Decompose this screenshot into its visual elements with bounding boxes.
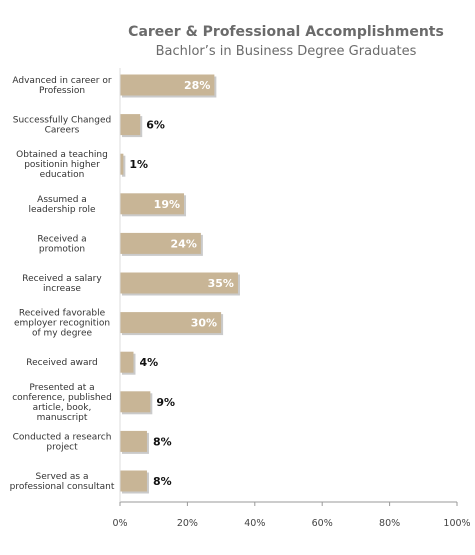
bars-group [120, 74, 240, 494]
x-tick-label: 40% [244, 518, 265, 529]
category-label-line: Profession [39, 86, 85, 96]
category-label-line: leadership role [28, 205, 95, 215]
value-label: 19% [154, 198, 180, 211]
bar [120, 193, 185, 215]
bar [120, 114, 141, 136]
category-label-line: Served as a [36, 472, 89, 482]
category-label-line: increase [43, 284, 81, 294]
value-label: 35% [208, 277, 234, 290]
category-label-line: Received a salary [22, 274, 102, 284]
value-label: 8% [153, 435, 172, 448]
value-label: 24% [171, 237, 197, 250]
chart-subtitle: Bachlor’s in Business Degree Graduates [156, 44, 417, 59]
category-label: Successfully Changed Careers [13, 116, 111, 136]
bar [120, 74, 215, 96]
category-label-line: Advanced in career or [12, 76, 111, 86]
category-label-line: Conducted a research [13, 432, 112, 442]
category-label-line: promotion [39, 244, 85, 254]
category-label-line: education [40, 170, 85, 180]
bar [120, 470, 147, 492]
category-label: Assumed a leadership role [28, 195, 95, 215]
category-label-line: Received favorable [19, 309, 106, 319]
category-label-line: Assumed a [37, 195, 87, 205]
value-label: 4% [139, 356, 158, 369]
bar [120, 272, 238, 294]
category-label: Conducted a research project [13, 432, 112, 452]
bar-shadow [122, 155, 126, 177]
x-tick-label: 80% [379, 518, 400, 529]
category-label-line: employer recognition [14, 319, 110, 329]
category-label-line: Received award [26, 358, 97, 368]
category-label-line: Received a [37, 234, 86, 244]
bar [120, 351, 134, 373]
bar [120, 430, 147, 452]
bar [120, 153, 124, 175]
bar [120, 312, 222, 334]
value-label: 9% [156, 396, 175, 409]
category-label-line: positionin higher [24, 160, 100, 170]
bar [120, 232, 201, 254]
category-label: Presented at a conference, published artic… [12, 383, 112, 423]
category-label-line: Successfully Changed [13, 116, 111, 126]
value-label: 6% [146, 119, 165, 132]
category-label-line: professional consultant [10, 482, 115, 492]
category-label-line: of my degree [32, 329, 92, 339]
category-label: Advanced in career or Profession [12, 76, 111, 96]
category-labels-group: Advanced in career or Profession Successfu… [10, 76, 115, 492]
x-axis: 0% 20% 40% 60% 80% 100% [112, 68, 471, 529]
category-label: Received a salary increase [22, 274, 102, 294]
category-label: Received favorable employer recognition of… [14, 309, 110, 339]
bar [120, 391, 151, 413]
x-tick-label: 100% [443, 518, 470, 529]
category-label: Received award [26, 358, 97, 368]
chart-title: Career & Professional Accomplishments [128, 24, 444, 40]
value-label: 28% [184, 79, 210, 92]
value-label: 8% [153, 475, 172, 488]
category-label-line: manuscript [37, 413, 88, 423]
value-label: 1% [129, 158, 148, 171]
category-label: Served as a professional consultant [10, 472, 115, 492]
category-label-line: Careers [45, 126, 80, 136]
x-tick-label: 0% [112, 518, 127, 529]
category-label-line: Presented at a [29, 383, 94, 393]
category-label-line: article, book, [33, 403, 92, 413]
category-label-line: Obtained a teaching [16, 150, 108, 160]
category-label: Received a promotion [37, 234, 86, 254]
x-tick-label: 60% [312, 518, 333, 529]
value-label: 30% [191, 317, 217, 330]
x-tick-label: 20% [177, 518, 198, 529]
category-label-line: conference, published [12, 393, 112, 403]
category-label: Obtained a teaching positionin higher educ… [16, 150, 108, 180]
value-labels-group: 28% 6% 1% 19% 24% 35% 30% 4% 9% 8% 8% [129, 79, 234, 488]
category-label-line: project [46, 442, 78, 452]
